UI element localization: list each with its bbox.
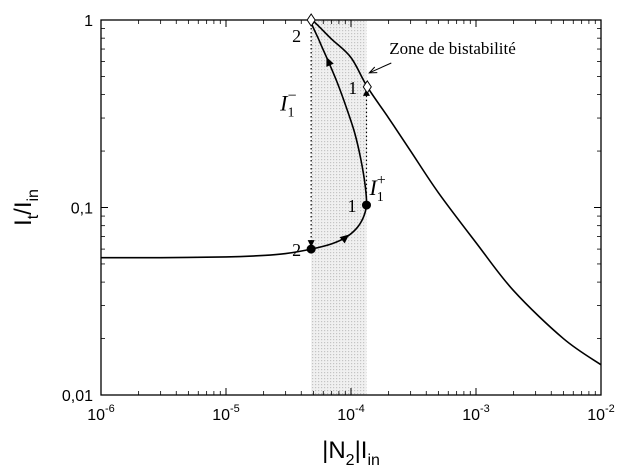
y-tick-label: 0,01 xyxy=(62,388,93,405)
state-number-label: 2 xyxy=(292,26,301,46)
x-axis-label: |N2|Iin xyxy=(322,437,380,468)
x-tick-label: 10-5 xyxy=(212,403,240,424)
transition-label: I1+ xyxy=(368,172,385,205)
flow-arrowhead xyxy=(326,57,334,67)
state-number-label: 1 xyxy=(347,196,356,216)
y-tick-label: 0,1 xyxy=(71,201,93,218)
annotation-text: Zone de bistabilité xyxy=(389,39,516,58)
annotation-arrowhead xyxy=(368,66,378,74)
state-diamond-marker xyxy=(306,13,316,27)
transition-label: I1− xyxy=(279,88,296,121)
state-dot-marker xyxy=(361,200,371,210)
state-number-label: 2 xyxy=(292,240,301,260)
transition-arrowhead xyxy=(307,240,315,248)
x-tick-label: 10-3 xyxy=(462,403,490,424)
x-tick-label: 10-4 xyxy=(337,403,365,424)
x-tick-label: 10-2 xyxy=(587,403,615,424)
bistability-zone xyxy=(311,20,367,395)
state-number-label: 1 xyxy=(348,78,357,98)
state-dot-marker xyxy=(306,244,316,254)
state-diamond-marker xyxy=(362,79,372,94)
plot-area: 10-6 10-5 10-4 10-3 10-2 1 0,1 0,01 |N2|Iin It/Ii… xyxy=(10,13,615,468)
y-tick-label: 1 xyxy=(84,13,93,30)
x-tick-label: 10-6 xyxy=(87,403,115,424)
annotation-pointer xyxy=(369,62,392,74)
series-line xyxy=(100,19,602,366)
y-axis-label: It/Iin xyxy=(10,189,42,226)
flow-arrowhead xyxy=(339,234,350,244)
